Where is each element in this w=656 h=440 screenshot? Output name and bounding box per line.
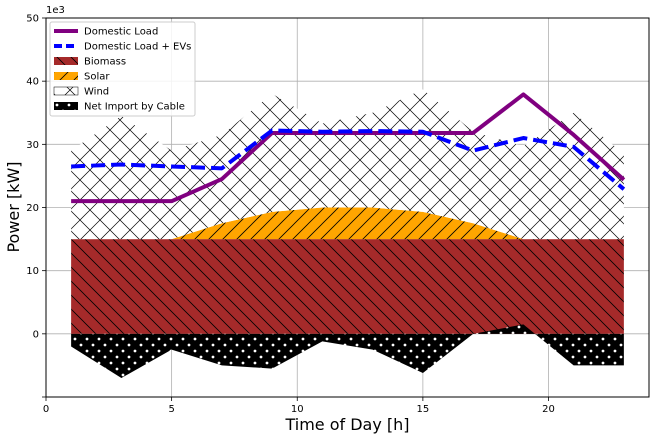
area-biomass xyxy=(71,239,624,334)
legend-label-net-import-by-cable: Net Import by Cable xyxy=(84,102,185,113)
y-tick-label: 0 xyxy=(33,329,39,340)
series-lines xyxy=(71,92,626,204)
x-axis-label: Time of Day [h] xyxy=(284,415,409,434)
x-tick-label: 20 xyxy=(542,404,555,415)
legend-swatch-solar xyxy=(54,72,78,80)
import-area xyxy=(71,324,624,379)
y-tick-label: 50 xyxy=(26,14,39,25)
y-axis-ticks: 0 10 20 30 40 50 xyxy=(26,14,46,398)
y-tick-label: 30 xyxy=(26,140,39,151)
y-tick-label: 40 xyxy=(26,77,39,88)
y-tick-label: 10 xyxy=(26,266,39,277)
area-wind xyxy=(71,89,624,240)
legend-label-domestic-load-evs: Domestic Load + EVs xyxy=(84,42,191,53)
y-axis-label: Power [kW] xyxy=(4,161,23,252)
y-offset-label: 1e3 xyxy=(46,5,65,16)
x-axis-ticks: 0 5 10 15 20 xyxy=(43,397,555,415)
area-net-import-by-cable xyxy=(71,324,624,379)
legend-label-wind: Wind xyxy=(84,87,109,98)
legend-label-biomass: Biomass xyxy=(84,57,126,68)
legend-label-domestic-load: Domestic Load xyxy=(84,27,158,38)
x-tick-label: 5 xyxy=(168,404,174,415)
legend-swatch-wind xyxy=(53,86,79,96)
legend-swatch-net-import-by-cable xyxy=(54,102,78,110)
y-tick-label: 20 xyxy=(26,203,39,214)
legend-box xyxy=(49,21,196,117)
legend-label-solar: Solar xyxy=(84,72,110,83)
legend-swatch-biomass xyxy=(54,57,78,65)
area-solar xyxy=(71,207,624,240)
x-tick-label: 15 xyxy=(417,404,430,415)
legend: Domestic Load Domestic Load + EVs Biomass S… xyxy=(49,21,196,117)
x-tick-label: 10 xyxy=(291,404,304,415)
stacked-areas xyxy=(71,89,624,334)
x-tick-label: 0 xyxy=(43,404,49,415)
series-line-domestic-load-evs xyxy=(71,128,626,191)
